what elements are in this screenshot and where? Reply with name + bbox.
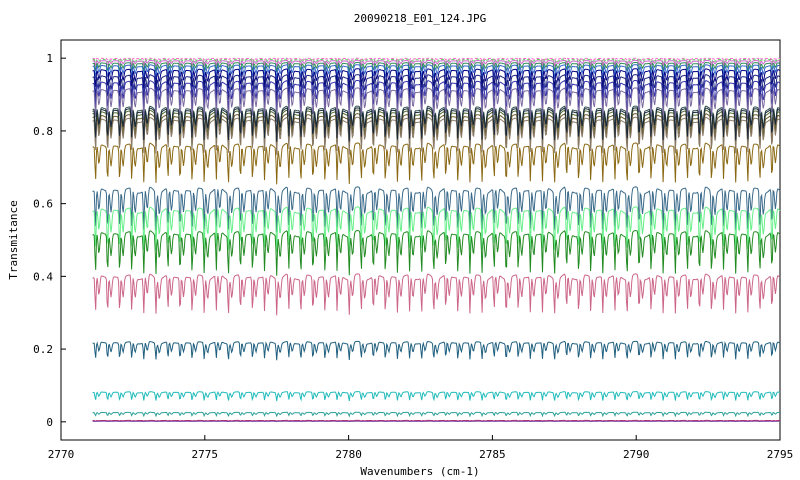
series-line-20 [92, 390, 781, 402]
y-axis: 0 0.2 0.4 0.6 0.8 1 [33, 52, 66, 429]
series-line-21 [92, 411, 781, 418]
x-axis-label: Wavenumbers (cm-1) [360, 465, 479, 478]
y-tick-label: 0.8 [33, 125, 53, 138]
series-line-15 [92, 186, 781, 233]
x-tick-label: 2770 [48, 448, 75, 461]
series-line-19 [92, 340, 781, 361]
series-line-5 [92, 68, 781, 90]
x-tick-label: 2790 [623, 448, 650, 461]
series-line-0 [92, 57, 781, 62]
series-line-1 [92, 58, 781, 65]
y-tick-label: 0.2 [33, 343, 53, 356]
series-line-3 [92, 61, 781, 73]
y-tick-label: 1 [46, 52, 53, 65]
series-line-6 [92, 74, 781, 102]
series-line-13 [92, 107, 781, 142]
series-line-12 [92, 116, 781, 155]
series-line-2 [92, 59, 781, 68]
series-line-14 [92, 142, 781, 185]
x-tick-label: 2775 [192, 448, 219, 461]
x-tick-label: 2780 [335, 448, 362, 461]
series-line-7 [92, 80, 781, 113]
x-tick-label: 2795 [767, 448, 794, 461]
series-line-4 [92, 63, 781, 80]
y-tick-label: 0 [46, 416, 53, 429]
series-layer [92, 57, 781, 423]
y-axis-label: Transmitance [7, 200, 20, 279]
x-axis: 2770 2775 2780 2785 2790 2795 [48, 435, 794, 461]
x-tick-label: 2785 [479, 448, 506, 461]
series-line-18 [92, 273, 781, 316]
series-line-8 [92, 87, 781, 122]
y-tick-label: 0.4 [33, 270, 53, 283]
series-line-17 [92, 229, 781, 276]
series-line-16 [92, 206, 781, 253]
y-tick-label: 0.6 [33, 198, 53, 211]
chart-title: 20090218_E01_124.JPG [354, 12, 486, 25]
